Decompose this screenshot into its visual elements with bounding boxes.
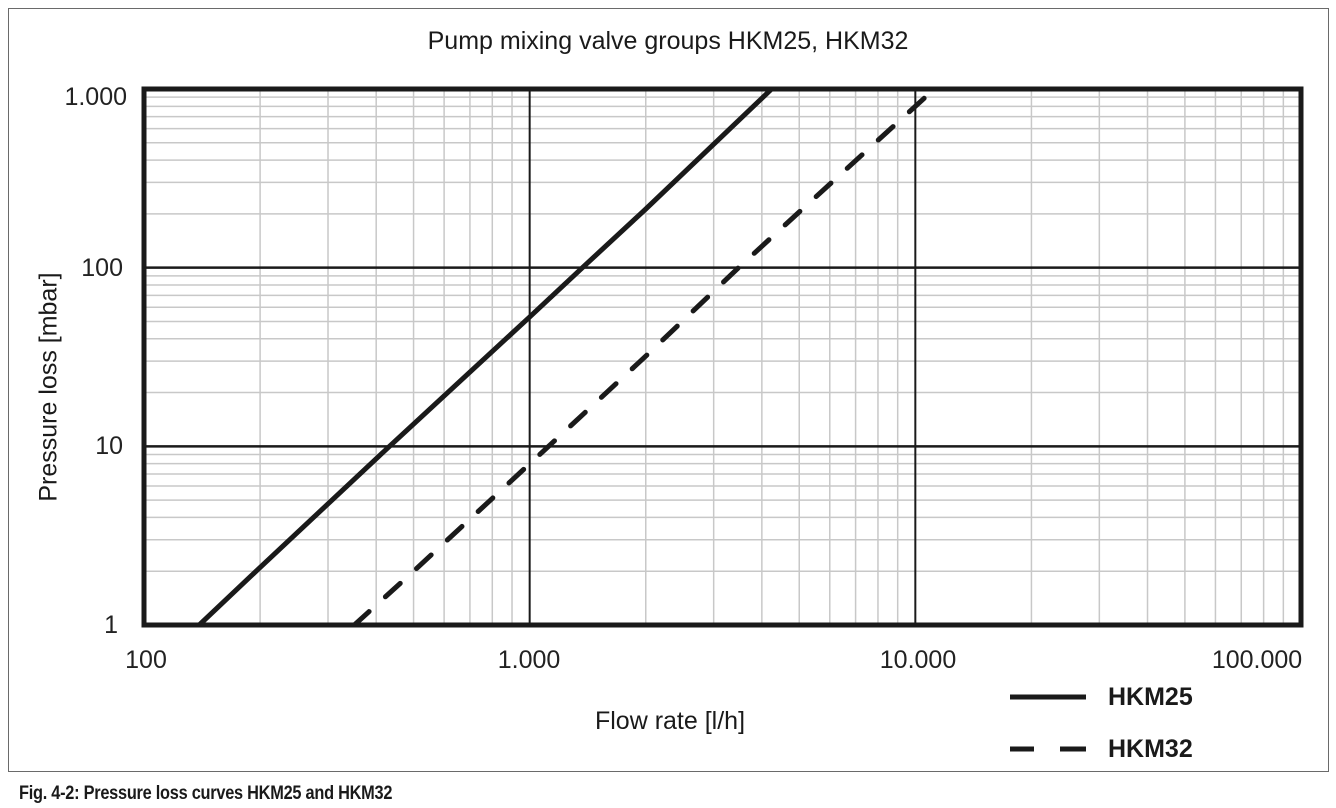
- x-tick-label: 10.000: [879, 646, 957, 674]
- x-tick-label: 100.000: [1211, 646, 1303, 674]
- y-tick-label: 100: [81, 254, 123, 282]
- minor-grid: [144, 89, 1301, 625]
- legend-label: HKM25: [1108, 682, 1193, 711]
- figure-caption: Fig. 4-2: Pressure loss curves HKM25 and…: [19, 783, 393, 804]
- chart-title: Pump mixing valve groups HKM25, HKM32: [427, 27, 909, 55]
- y-axis-label: Pressure loss [mbar]: [34, 272, 63, 502]
- major-grid: [144, 89, 1301, 625]
- x-tick-label: 100: [125, 646, 167, 674]
- solid-line-swatch-icon: [1010, 694, 1086, 700]
- series-hkm25: [197, 89, 774, 625]
- y-tick-label: 1: [104, 611, 118, 639]
- y-tick-label: 10: [95, 432, 123, 460]
- dashed-line-swatch-icon: [1010, 746, 1086, 752]
- x-axis-label: Flow rate [l/h]: [594, 707, 746, 735]
- legend-label: HKM32: [1108, 734, 1193, 763]
- legend-item-hkm25: HKM25: [1010, 682, 1193, 712]
- x-tick-label: 1.000: [497, 646, 561, 674]
- y-tick-label: 1.000: [64, 83, 127, 111]
- legend-item-hkm32: HKM32: [1010, 734, 1193, 764]
- series-hkm32: [351, 92, 931, 625]
- figure-frame: [8, 8, 1329, 772]
- plot-border: [141, 86, 1304, 628]
- series-lines: [197, 89, 931, 625]
